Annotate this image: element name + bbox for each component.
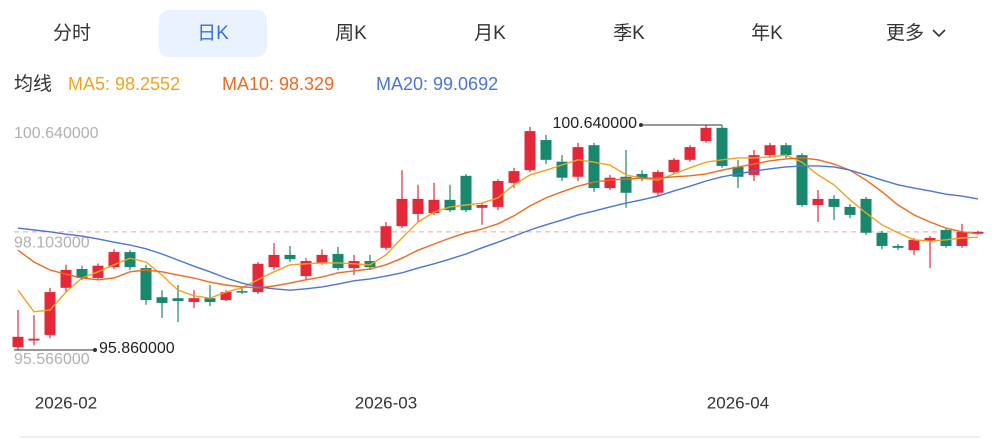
candle-body (588, 145, 600, 189)
candle-body (348, 261, 360, 269)
candle-body (236, 291, 248, 293)
tab[interactable]: 年K (751, 22, 783, 44)
candle-body (556, 161, 568, 178)
tab[interactable]: 分时 (53, 22, 91, 44)
candle-body (396, 198, 408, 227)
candle-body (380, 226, 392, 248)
candle-body (572, 147, 584, 177)
candle-body (76, 269, 88, 278)
candle-body (764, 145, 776, 156)
legend-title: 均线 (14, 73, 52, 95)
y-tick-label: 95.566000 (14, 351, 90, 368)
candle-body (876, 232, 888, 246)
candle-body (476, 205, 488, 208)
candle-body (956, 231, 968, 246)
candle-body (844, 206, 856, 215)
candle-body (44, 292, 56, 335)
legend-entry: MA5: 98.2552 (68, 74, 180, 94)
candle-body (860, 198, 872, 233)
candle-body (412, 198, 424, 214)
candle-body (204, 298, 216, 302)
candle-body (700, 127, 712, 142)
legend-entry: MA20: 99.0692 (376, 74, 498, 94)
candle-body (684, 147, 696, 160)
candle-body (444, 199, 456, 211)
candle-body (460, 175, 472, 211)
candle-body (732, 166, 744, 177)
candle-body (140, 268, 152, 301)
tab-active-bg (159, 10, 267, 57)
candle-body (12, 336, 24, 348)
candle-body (300, 261, 312, 277)
annotation-label: 95.860000 (99, 340, 175, 357)
candle-body (508, 171, 520, 183)
candle-body (796, 155, 808, 206)
candle-body (124, 252, 136, 268)
ma-line (17, 154, 979, 313)
tab[interactable]: 季K (613, 22, 645, 44)
candle-body (780, 145, 792, 156)
legend-entry: MA10: 98.329 (222, 74, 334, 94)
candle-body (252, 263, 264, 293)
x-tick-label: 2026-02 (35, 393, 97, 412)
candle-body (540, 140, 552, 160)
candle-body (492, 181, 504, 207)
candle-body (172, 298, 184, 302)
candle-body (972, 231, 984, 234)
candle-body (748, 155, 760, 175)
candle-body (108, 252, 120, 268)
ma-line (17, 165, 979, 291)
annotation-label: 100.640000 (552, 115, 637, 132)
candle-body (268, 254, 280, 268)
candle-body (428, 199, 440, 214)
tab[interactable]: 日K (197, 23, 229, 44)
x-tick-label: 2026-03 (355, 393, 417, 412)
candle-body (636, 173, 648, 178)
tab[interactable]: 月K (474, 23, 506, 44)
candle-body (156, 297, 168, 303)
candle-body (316, 254, 328, 263)
tab[interactable]: 更多 (886, 22, 924, 44)
tab[interactable]: 周K (335, 23, 367, 44)
candle-body (908, 239, 920, 251)
candle-body (828, 198, 840, 207)
candle-body (620, 176, 632, 193)
candle-body (924, 237, 936, 241)
candle-body (940, 229, 952, 246)
candle-body (604, 177, 616, 189)
candle-body (188, 298, 200, 302)
candle-body (652, 172, 664, 193)
y-tick-label: 98.103000 (14, 235, 90, 252)
candle-body (60, 269, 72, 288)
annotation-dot (93, 347, 97, 352)
y-tick-label: 100.640000 (14, 125, 99, 142)
candle-body (284, 254, 296, 260)
candle-body (524, 131, 536, 171)
annotation-dot (639, 123, 643, 127)
more-chevron (932, 29, 946, 38)
candle-body (668, 159, 680, 173)
candle-body (220, 292, 232, 301)
ma-line (17, 157, 979, 289)
candle-body (332, 253, 344, 269)
x-tick-label: 2026-04 (707, 393, 769, 412)
candle-body (812, 198, 824, 206)
candle-body (28, 338, 40, 341)
candle-body (892, 245, 904, 248)
candle-body (716, 127, 728, 166)
